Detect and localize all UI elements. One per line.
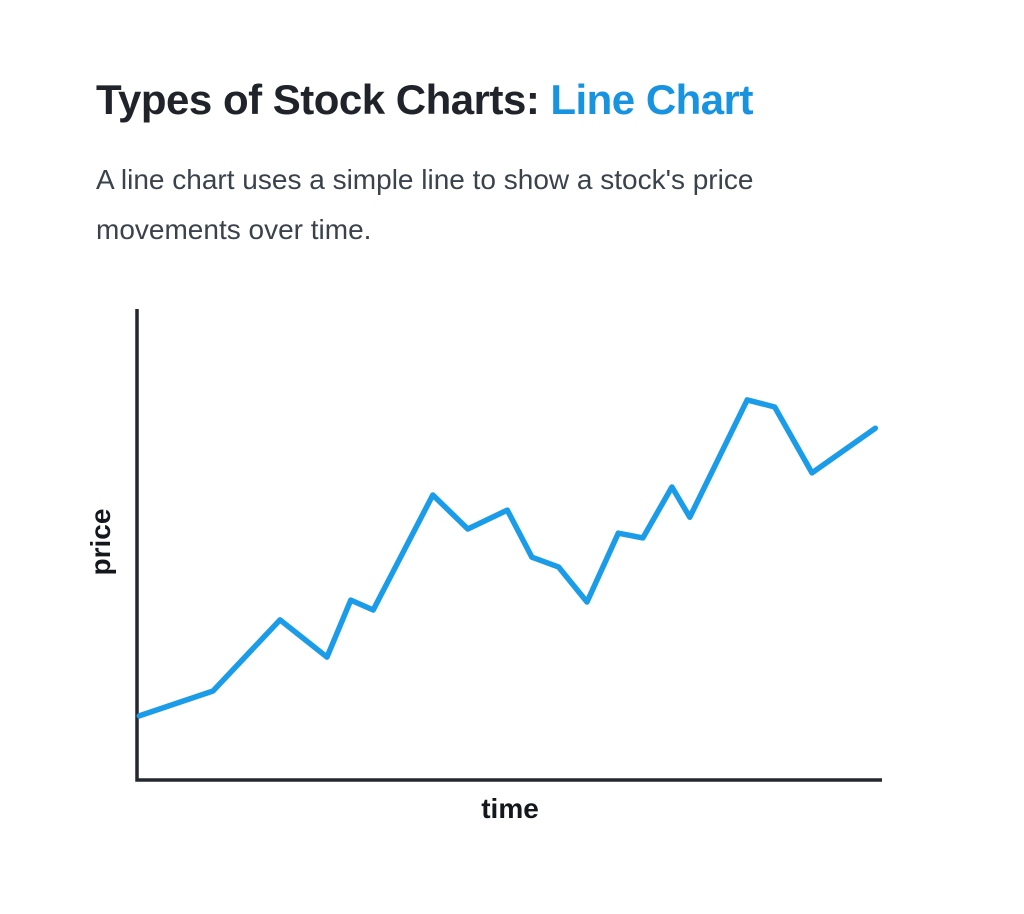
- chart-axes: [135, 309, 882, 782]
- x-axis-label: time: [481, 793, 539, 824]
- price-line-series: [136, 397, 879, 719]
- description-line-1: A line chart uses a simple line to show …: [96, 164, 754, 195]
- title-main-text: Types of Stock Charts:: [96, 76, 540, 123]
- y-axis-label: price: [85, 508, 116, 576]
- description-line-2: movements over time.: [96, 214, 372, 245]
- page-title: Types of Stock Charts: Line Chart: [96, 76, 753, 124]
- title-accent-text: Line Chart: [550, 76, 753, 123]
- description: A line chart uses a simple line to show …: [96, 155, 753, 255]
